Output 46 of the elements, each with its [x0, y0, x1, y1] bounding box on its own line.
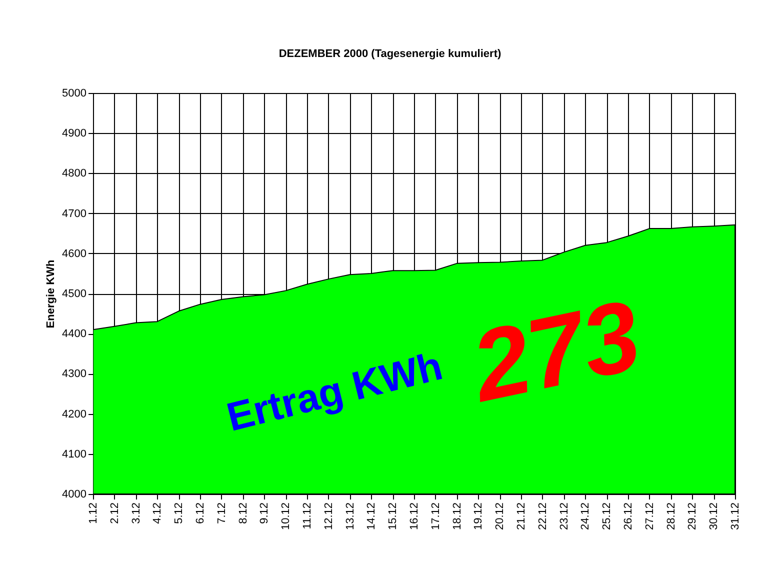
- y-tick-label: 4900: [62, 128, 86, 140]
- x-tick-label: 4.12: [152, 502, 164, 524]
- x-tick-label: 23.12: [558, 502, 570, 530]
- y-tick-label: 4100: [62, 448, 86, 460]
- y-tick-label: 5000: [62, 88, 86, 100]
- x-tick-label: 29.12: [686, 502, 699, 530]
- x-tick-label: 18.12: [451, 502, 464, 530]
- x-tick-label: 6.12: [194, 502, 206, 524]
- y-tick-label: 4400: [62, 328, 86, 340]
- x-tick-label: 8.12: [237, 502, 250, 524]
- y-tick-label: 4700: [62, 208, 86, 220]
- y-tick-label: 4800: [62, 168, 86, 180]
- x-tick-label: 16.12: [408, 502, 420, 530]
- x-tick-label: 7.12: [216, 502, 228, 524]
- x-tick-label: 21.12: [516, 502, 528, 530]
- x-tick-label: 28.12: [665, 502, 678, 530]
- y-tick-label: 4300: [62, 368, 86, 380]
- x-tick-label: 12.12: [322, 502, 335, 530]
- x-tick-label: 17.12: [430, 502, 442, 530]
- y-tick-label: 4500: [62, 288, 86, 300]
- x-tick-label: 3.12: [130, 502, 142, 524]
- x-tick-label: 1.12: [88, 502, 100, 524]
- x-tick-label: 19.12: [472, 502, 485, 530]
- y-axis-title: Energie KWh: [45, 259, 58, 328]
- x-tick-label: 20.12: [494, 502, 506, 530]
- x-tick-label: 10.12: [280, 502, 292, 530]
- y-tick-label: 4000: [62, 488, 86, 500]
- x-tick-label: 15.12: [387, 502, 400, 530]
- x-tick-label: 27.12: [644, 502, 656, 530]
- x-tick-label: 31.12: [730, 502, 742, 530]
- annotation: Ertrag KWh: [222, 344, 447, 440]
- x-tick-label: 14.12: [366, 502, 378, 530]
- chart-title: DEZEMBER 2000 (Tagesenergie kumuliert): [278, 48, 502, 60]
- y-tick-label: 4600: [62, 248, 86, 260]
- x-tick-label: 5.12: [173, 502, 186, 524]
- x-tick-label: 13.12: [344, 502, 356, 530]
- y-tick-label: 4200: [62, 408, 86, 420]
- x-tick-label: 2.12: [108, 502, 121, 524]
- x-tick-label: 22.12: [536, 502, 549, 530]
- x-tick-label: 24.12: [580, 502, 592, 530]
- x-tick-label: 11.12: [302, 502, 314, 530]
- annotation: 273: [460, 278, 650, 424]
- x-tick-label: 26.12: [622, 502, 634, 530]
- x-tick-label: 9.12: [258, 502, 271, 524]
- x-tick-label: 30.12: [708, 502, 720, 530]
- x-tick-label: 25.12: [601, 502, 614, 530]
